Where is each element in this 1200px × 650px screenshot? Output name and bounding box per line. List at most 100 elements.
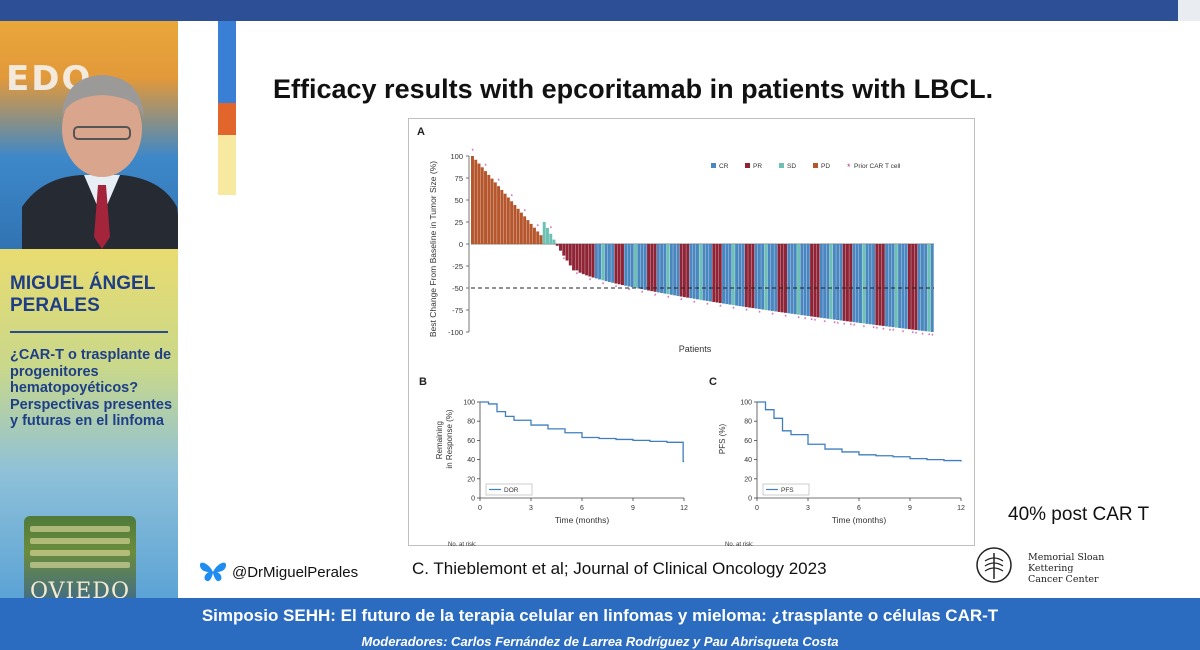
- panel-a-bar: [549, 233, 553, 244]
- panel-a-bar: [702, 244, 706, 301]
- panel-a-marker: *: [550, 227, 553, 233]
- panel-a-bar: [542, 222, 546, 244]
- panel-a-bar: [770, 244, 774, 311]
- panel-a-marker: *: [654, 294, 657, 300]
- panel-a-marker: *: [628, 288, 631, 294]
- panel-a-bar: [715, 244, 719, 303]
- km-at-risk-label: No. at risk:: [448, 542, 477, 547]
- km-y-tick-label: 0: [748, 496, 752, 503]
- citation: C. Thieblemont et al; Journal of Clinica…: [412, 559, 827, 578]
- panel-a-bar: [637, 244, 641, 289]
- panel-a-bar: [810, 244, 814, 317]
- panel-a-bar: [699, 244, 703, 300]
- panel-a-bar: [682, 244, 686, 298]
- panel-a-marker: *: [524, 209, 527, 215]
- panel-a-bar: [725, 244, 729, 305]
- speaker-divider: [10, 331, 168, 333]
- social-handle[interactable]: @DrMiguelPerales: [198, 560, 358, 584]
- panel-a-bar: [806, 244, 810, 317]
- panel-a-marker: *: [498, 179, 501, 185]
- km-y-tick-label: 20: [467, 476, 475, 483]
- panel-a-bar: [826, 244, 830, 319]
- panel-a-marker: *: [837, 322, 840, 328]
- panel-a-marker: *: [912, 332, 915, 338]
- panel-a-bar: [679, 244, 683, 297]
- panel-a-bar: [562, 244, 566, 256]
- panel-a-marker: *: [589, 278, 592, 284]
- panel-a-bar: [803, 244, 807, 316]
- panel-a-bar: [757, 244, 761, 310]
- panel-a-marker: *: [667, 296, 670, 302]
- panel-a-legend-label: Prior CAR T cell: [854, 163, 901, 170]
- panel-a-bar: [842, 244, 846, 321]
- panel-a-bar: [767, 244, 771, 311]
- slide-accent-bar: [218, 21, 236, 195]
- panel-a-marker: *: [824, 320, 827, 326]
- window-top-bar: [0, 0, 1200, 21]
- panel-a-y-tick-label: 25: [455, 218, 463, 227]
- panel-a-bar: [656, 244, 660, 293]
- efficacy-charts: A Best Change From Baseline in Tumor Siz…: [417, 126, 965, 548]
- post-car-t-note: 40% post CAR T: [1008, 504, 1150, 525]
- panel-a-bar: [510, 201, 514, 244]
- km-x-tick-label: 0: [478, 505, 482, 512]
- panel-a-bar: [516, 208, 520, 244]
- panel-b-chart: 100 80 60 40 20 00 3 6 9 12 Time (months) DOR No. at…: [448, 400, 688, 548]
- panel-a-bar: [731, 244, 735, 306]
- panel-a-marker: *: [873, 327, 876, 333]
- panel-a-bar: [555, 244, 559, 246]
- panel-a-bar: [836, 244, 840, 321]
- panel-a-bar: [751, 244, 755, 309]
- panel-a-bar: [764, 244, 768, 311]
- km-y-tick-label: 100: [740, 400, 752, 407]
- km-legend-label: PFS: [781, 487, 794, 494]
- panel-a-bar: [686, 244, 690, 298]
- panel-a-bar: [565, 244, 569, 261]
- panel-a-y-tick-label: 100: [450, 152, 463, 161]
- km-x-tick-label: 0: [755, 505, 759, 512]
- event-banner: Simposio SEHH: El futuro de la terapia c…: [0, 598, 1200, 650]
- panel-a-bar: [640, 244, 644, 290]
- speaker-name: MIGUEL ÁNGEL PERALES: [10, 273, 155, 316]
- panel-a-marker: *: [732, 307, 735, 313]
- km-xlabel: Time (months): [832, 515, 887, 525]
- panel-a-bar: [617, 244, 621, 285]
- talk-title: ¿CAR-T o trasplante de progenitores hema…: [10, 347, 173, 429]
- panel-a-bar: [601, 244, 605, 281]
- panel-a-bar: [722, 244, 726, 304]
- panel-a-bar: [849, 244, 853, 322]
- panel-a-bar: [709, 244, 712, 302]
- panel-a-marker: *: [680, 299, 683, 305]
- panel-a-legend-swatch: [711, 163, 716, 168]
- panel-a-bar: [832, 244, 836, 320]
- panel-a-bar: [559, 244, 562, 251]
- speaker-video: EDO: [0, 21, 178, 249]
- panel-a-bar: [604, 244, 608, 282]
- panel-a-bar: [813, 244, 817, 317]
- banner-moderators: Moderadores: Carlos Fernández de Larrea …: [361, 634, 839, 649]
- panel-a-bar: [845, 244, 849, 322]
- panel-a-bar: [823, 244, 827, 319]
- panel-a-bar: [585, 244, 589, 276]
- butterfly-icon: [199, 562, 227, 582]
- panel-a-marker: *: [892, 329, 895, 335]
- panel-a-bar: [816, 244, 820, 318]
- panel-a-y-tick-label: -75: [452, 306, 463, 315]
- km-y-tick-label: 60: [467, 438, 475, 445]
- panel-a-bar: [907, 244, 911, 330]
- panel-a-marker: *: [511, 194, 514, 200]
- panel-a-bar: [497, 186, 501, 244]
- km-x-tick-label: 3: [806, 505, 810, 512]
- panel-a-marker: *: [706, 303, 709, 309]
- panel-b-label: B: [419, 376, 427, 388]
- panel-c-label: C: [709, 376, 717, 388]
- panel-a-legend-marker: *: [847, 162, 851, 172]
- panel-a-marker: *: [745, 309, 748, 315]
- institution-logo: Memorial Sloan Kettering Cancer Center: [974, 545, 1144, 585]
- km-y-tick-label: 80: [744, 419, 752, 426]
- panel-a-bar: [735, 244, 739, 306]
- panel-a-bar: [598, 244, 602, 280]
- panel-a-marker: *: [537, 224, 540, 230]
- panel-a-bar: [839, 244, 843, 321]
- panel-a-marker: *: [843, 323, 846, 329]
